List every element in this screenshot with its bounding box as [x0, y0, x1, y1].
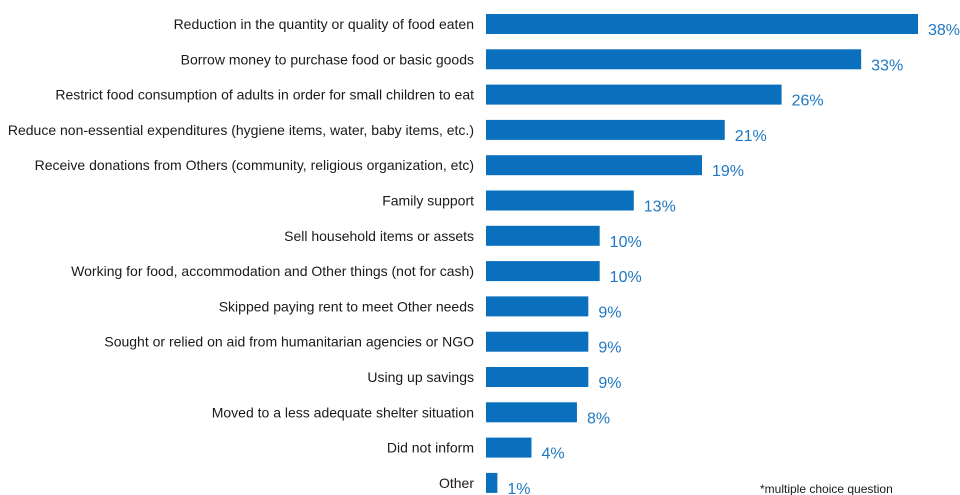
value-label: 1%: [507, 481, 530, 495]
bar: [486, 331, 589, 352]
value-label: 10%: [610, 234, 642, 251]
bar: [486, 190, 634, 211]
bar: [486, 402, 577, 423]
bars-group: Reduction in the quantity or quality of …: [8, 14, 960, 495]
category-label: Receive donations from Others (community…: [35, 157, 474, 173]
bar: [486, 119, 725, 140]
value-label: 19%: [712, 163, 744, 180]
bar: [486, 261, 600, 282]
bar: [486, 367, 589, 387]
value-label: 9%: [598, 340, 621, 357]
category-label: Reduction in the quantity or quality of …: [174, 16, 474, 32]
category-label: Sell household items or assets: [284, 228, 474, 244]
category-label: Working for food, accommodation and Othe…: [71, 263, 474, 279]
category-label: Sought or relied on aid from humanitaria…: [104, 334, 474, 350]
category-label: Reduce non-essential expenditures (hygie…: [8, 122, 474, 138]
value-label: 10%: [610, 269, 642, 286]
value-label: 8%: [587, 410, 610, 427]
category-label: Other: [439, 475, 474, 491]
footnote: *multiple choice question: [760, 482, 893, 495]
value-label: 4%: [541, 446, 564, 463]
bar: [486, 49, 862, 70]
bar: [486, 155, 702, 176]
category-label: Using up savings: [367, 369, 474, 385]
bar: [486, 14, 918, 34]
category-label: Did not inform: [387, 440, 474, 456]
value-label: 9%: [598, 375, 621, 392]
value-label: 33%: [871, 57, 903, 74]
bar: [486, 437, 532, 458]
bar: [486, 296, 589, 317]
category-label: Skipped paying rent to meet Other needs: [219, 298, 474, 314]
category-label: Moved to a less adequate shelter situati…: [212, 404, 474, 420]
category-label: Family support: [382, 193, 474, 209]
category-label: Restrict food consumption of adults in o…: [55, 87, 474, 103]
bar: [486, 84, 782, 105]
value-label: 9%: [598, 304, 621, 321]
value-label: 26%: [792, 93, 824, 110]
bar: [486, 472, 498, 493]
value-label: 13%: [644, 199, 676, 216]
bar: [486, 225, 600, 246]
category-label: Borrow money to purchase food or basic g…: [181, 51, 474, 67]
value-label: 21%: [735, 128, 767, 145]
value-label: 38%: [928, 22, 960, 39]
